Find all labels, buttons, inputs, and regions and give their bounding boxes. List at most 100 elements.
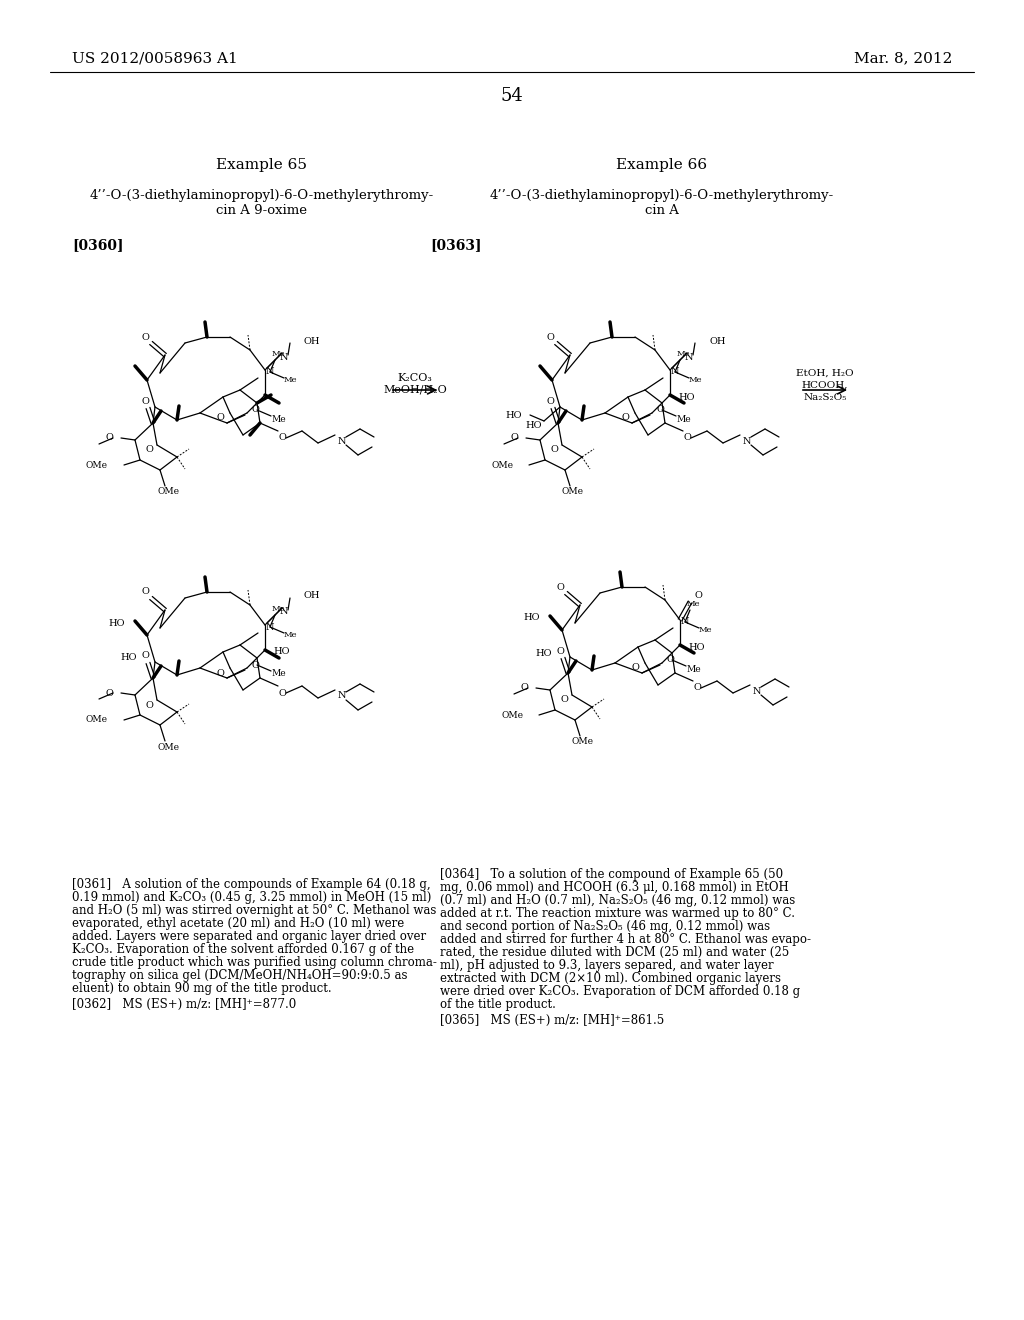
Text: N: N — [681, 618, 689, 627]
Text: HO: HO — [525, 421, 542, 429]
Text: ml), pH adjusted to 9.3, layers separed, and water layer: ml), pH adjusted to 9.3, layers separed,… — [440, 960, 773, 972]
Text: Me: Me — [271, 350, 285, 358]
Text: O: O — [622, 413, 629, 422]
Text: O: O — [683, 433, 691, 442]
Text: O: O — [556, 647, 564, 656]
Text: (0.7 ml) and H₂O (0.7 ml), Na₂S₂O₅ (46 mg, 0.12 mmol) was: (0.7 ml) and H₂O (0.7 ml), Na₂S₂O₅ (46 m… — [440, 894, 796, 907]
Text: 4’’-O-(3-diethylaminopropyl)-6-O-methylerythromy-: 4’’-O-(3-diethylaminopropyl)-6-O-methyle… — [489, 190, 835, 202]
Text: OMe: OMe — [572, 738, 594, 747]
Text: Me: Me — [284, 376, 297, 384]
Text: Example 65: Example 65 — [216, 158, 307, 172]
Text: O: O — [141, 652, 148, 660]
Text: [0362]   MS (ES+) m/z: [MH]⁺=877.0: [0362] MS (ES+) m/z: [MH]⁺=877.0 — [72, 998, 296, 1011]
Text: OMe: OMe — [490, 461, 513, 470]
Text: O: O — [141, 587, 148, 597]
Text: cin A: cin A — [645, 203, 679, 216]
Text: Me: Me — [687, 664, 701, 673]
Text: HO: HO — [273, 648, 290, 656]
Text: O: O — [216, 413, 224, 422]
Text: N: N — [266, 367, 274, 376]
Text: OH: OH — [304, 591, 321, 601]
Text: Me: Me — [271, 414, 287, 424]
Text: 4’’-O-(3-diethylaminopropyl)-6-O-methylerythromy-: 4’’-O-(3-diethylaminopropyl)-6-O-methyle… — [90, 190, 434, 202]
Text: O: O — [546, 333, 554, 342]
Text: tography on silica gel (DCM/MeOH/NH₄OH=90:9:0.5 as: tography on silica gel (DCM/MeOH/NH₄OH=9… — [72, 969, 408, 982]
Text: OMe: OMe — [157, 487, 179, 496]
Text: K₂CO₃: K₂CO₃ — [397, 374, 432, 383]
Text: OMe: OMe — [86, 715, 108, 725]
Text: O: O — [279, 689, 286, 697]
Text: [0365]   MS (ES+) m/z: [MH]⁺=861.5: [0365] MS (ES+) m/z: [MH]⁺=861.5 — [440, 1014, 665, 1027]
Text: O: O — [279, 433, 286, 442]
Text: Example 66: Example 66 — [616, 158, 708, 172]
Text: crude title product which was purified using column chroma-: crude title product which was purified u… — [72, 956, 437, 969]
Text: HO: HO — [109, 619, 125, 627]
Text: O: O — [520, 684, 528, 693]
Text: eluent) to obtain 90 mg of the title product.: eluent) to obtain 90 mg of the title pro… — [72, 982, 332, 995]
Text: Me: Me — [676, 350, 690, 358]
Text: [0364]   To a solution of the compound of Example 65 (50: [0364] To a solution of the compound of … — [440, 869, 783, 880]
Text: HO: HO — [688, 643, 705, 652]
Text: O: O — [546, 396, 554, 405]
Text: N: N — [742, 437, 752, 446]
Text: and H₂O (5 ml) was stirred overnight at 50° C. Methanol was: and H₂O (5 ml) was stirred overnight at … — [72, 904, 436, 917]
Text: OMe: OMe — [501, 710, 523, 719]
Text: OMe: OMe — [86, 461, 108, 470]
Text: 54: 54 — [501, 87, 523, 106]
Text: O: O — [145, 701, 153, 710]
Text: HO: HO — [121, 653, 137, 663]
Text: HO: HO — [678, 392, 694, 401]
Text: O: O — [105, 689, 113, 697]
Text: HCOOH,: HCOOH, — [802, 380, 848, 389]
Text: N: N — [266, 623, 274, 631]
Text: added and stirred for further 4 h at 80° C. Ethanol was evapo-: added and stirred for further 4 h at 80°… — [440, 933, 811, 946]
Text: O: O — [693, 684, 701, 693]
Text: US 2012/0058963 A1: US 2012/0058963 A1 — [72, 51, 238, 65]
Text: added at r.t. The reaction mixture was warmed up to 80° C.: added at r.t. The reaction mixture was w… — [440, 907, 795, 920]
Text: evaporated, ethyl acetate (20 ml) and H₂O (10 ml) were: evaporated, ethyl acetate (20 ml) and H₂… — [72, 917, 404, 931]
Text: N: N — [671, 367, 679, 376]
Text: MeOH/H₂O: MeOH/H₂O — [383, 385, 446, 395]
Text: HO: HO — [523, 614, 540, 623]
Text: O: O — [560, 696, 568, 705]
Text: N: N — [280, 352, 288, 362]
Text: and second portion of Na₂S₂O₅ (46 mg, 0.12 mmol) was: and second portion of Na₂S₂O₅ (46 mg, 0.… — [440, 920, 770, 933]
Text: O: O — [141, 333, 148, 342]
Text: added. Layers were separated and organic layer dried over: added. Layers were separated and organic… — [72, 931, 426, 942]
Text: K₂CO₃. Evaporation of the solvent afforded 0.167 g of the: K₂CO₃. Evaporation of the solvent afford… — [72, 942, 414, 956]
Text: mg, 0.06 mmol) and HCOOH (6.3 μl, 0.168 mmol) in EtOH: mg, 0.06 mmol) and HCOOH (6.3 μl, 0.168 … — [440, 880, 788, 894]
Text: N: N — [685, 352, 693, 362]
Text: Na₂S₂O₅: Na₂S₂O₅ — [803, 392, 847, 401]
Text: Me: Me — [271, 605, 285, 612]
Text: O: O — [105, 433, 113, 442]
Text: Me: Me — [698, 626, 712, 634]
Text: HO: HO — [536, 648, 552, 657]
Text: O: O — [666, 656, 674, 664]
Text: O: O — [216, 668, 224, 677]
Text: [0360]: [0360] — [72, 238, 124, 252]
Text: N: N — [338, 692, 346, 701]
Text: OMe: OMe — [562, 487, 584, 496]
Text: O: O — [656, 405, 664, 414]
Text: O: O — [694, 591, 701, 601]
Text: Mar. 8, 2012: Mar. 8, 2012 — [854, 51, 952, 65]
Text: O: O — [251, 660, 259, 669]
Text: Me: Me — [284, 631, 297, 639]
Text: extracted with DCM (2×10 ml). Combined organic layers: extracted with DCM (2×10 ml). Combined o… — [440, 972, 781, 985]
Text: O: O — [556, 582, 564, 591]
Text: O: O — [141, 396, 148, 405]
Text: HO: HO — [506, 411, 522, 420]
Text: O: O — [550, 446, 558, 454]
Text: OH: OH — [304, 337, 321, 346]
Text: Me: Me — [688, 376, 701, 384]
Text: 0.19 mmol) and K₂CO₃ (0.45 g, 3.25 mmol) in MeOH (15 ml): 0.19 mmol) and K₂CO₃ (0.45 g, 3.25 mmol)… — [72, 891, 431, 904]
Text: [0363]: [0363] — [430, 238, 481, 252]
Text: cin A 9-oxime: cin A 9-oxime — [216, 203, 307, 216]
Text: rated, the residue diluted with DCM (25 ml) and water (25: rated, the residue diluted with DCM (25 … — [440, 946, 790, 960]
Text: O: O — [510, 433, 518, 442]
Text: Me: Me — [271, 669, 287, 678]
Text: O: O — [631, 664, 639, 672]
Text: O: O — [251, 405, 259, 414]
Text: were dried over K₂CO₃. Evaporation of DCM afforded 0.18 g: were dried over K₂CO₃. Evaporation of DC… — [440, 985, 800, 998]
Text: [0361]   A solution of the compounds of Example 64 (0.18 g,: [0361] A solution of the compounds of Ex… — [72, 878, 431, 891]
